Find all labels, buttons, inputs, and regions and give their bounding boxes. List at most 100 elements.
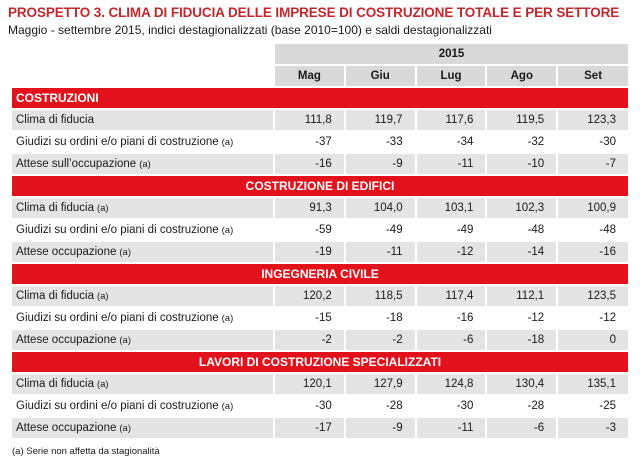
month-header: Lug xyxy=(414,64,487,87)
month-header: Giu xyxy=(343,64,416,87)
value-cell: -16 xyxy=(273,152,345,175)
value-cell: -9 xyxy=(343,152,416,175)
month-header: Ago xyxy=(485,64,558,87)
section-header-row: COSTRUZIONE DI EDIFICI xyxy=(12,174,629,197)
section-title: INGEGNERIA CIVILE xyxy=(12,262,629,285)
table-row: Giudizi su ordini e/o piani di costruzio… xyxy=(12,394,629,418)
value-cell: 123,3 xyxy=(556,108,629,131)
header-blank xyxy=(12,44,274,65)
row-label: Clima di fiducia xyxy=(16,202,94,214)
value-cell: -6 xyxy=(414,328,487,351)
row-note: (a) xyxy=(221,401,234,412)
table-row: Clima di fiducia 111,8 119,7 117,6 119,5 123,… xyxy=(12,108,629,131)
value-cell: -48 xyxy=(556,218,629,242)
row-note: (a) xyxy=(96,379,109,390)
row-label-cell: Clima di fiducia (a) xyxy=(12,284,274,307)
row-label: Attese occupazione xyxy=(16,422,117,434)
row-label-cell: Attese occupazione (a) xyxy=(12,240,274,263)
row-label: Clima di fiducia xyxy=(16,290,94,302)
value-cell: 119,7 xyxy=(343,108,416,131)
value-cell: 117,4 xyxy=(414,284,487,307)
value-cell: 119,5 xyxy=(485,108,558,131)
value-cell: 104,0 xyxy=(343,196,416,219)
value-cell: -12 xyxy=(556,306,629,330)
value-cell: 102,3 xyxy=(485,196,558,219)
table-row: Giudizi su ordini e/o piani di costruzio… xyxy=(12,218,629,242)
row-note: (a) xyxy=(96,291,109,302)
value-cell: -28 xyxy=(485,394,558,418)
value-cell: -19 xyxy=(273,240,345,263)
value-cell: -11 xyxy=(414,152,487,175)
row-label: Giudizi su ordini e/o piani di costruzio… xyxy=(16,136,219,148)
value-cell: -49 xyxy=(343,218,416,242)
section-title: COSTRUZIONE DI EDIFICI xyxy=(12,174,629,197)
section-header-row: INGEGNERIA CIVILE xyxy=(12,262,629,285)
value-cell: -48 xyxy=(485,218,558,242)
table-row: Attese occupazione (a) -17 -9 -11 -6 -3 xyxy=(12,416,629,438)
row-note: (a) xyxy=(96,203,109,214)
value-cell: -9 xyxy=(343,416,416,438)
row-label: Attese occupazione xyxy=(16,246,117,258)
row-label-cell: Giudizi su ordini e/o piani di costruzio… xyxy=(12,218,274,242)
value-cell: -11 xyxy=(414,416,487,438)
row-label: Giudizi su ordini e/o piani di costruzio… xyxy=(16,400,219,412)
row-label: Attese occupazione xyxy=(16,334,117,346)
value-cell: -16 xyxy=(414,306,487,330)
value-cell: -25 xyxy=(556,394,629,418)
value-cell: 127,9 xyxy=(343,372,416,395)
month-header: Mag xyxy=(273,64,345,87)
value-cell: 118,5 xyxy=(343,284,416,307)
row-note: (a) xyxy=(119,247,131,258)
row-label: Giudizi su ordini e/o piani di costruzio… xyxy=(16,312,219,324)
row-label-cell: Clima di fiducia xyxy=(12,108,274,131)
value-cell: -18 xyxy=(485,328,558,351)
row-label-cell: Giudizi su ordini e/o piani di costruzio… xyxy=(12,394,274,418)
year-header: 2015 xyxy=(272,44,629,65)
table-row: Clima di fiducia (a) 91,3 104,0 103,1 102,3 10… xyxy=(12,196,629,219)
row-note: (a) xyxy=(139,159,151,170)
value-cell: -11 xyxy=(343,240,416,263)
row-label-cell: Clima di fiducia (a) xyxy=(12,196,274,219)
row-label-cell: Attese sull’occupazione (a) xyxy=(12,152,274,175)
table-row: Attese occupazione (a) -2 -2 -6 -18 0 xyxy=(12,328,629,351)
row-label: Attese sull’occupazione xyxy=(16,158,137,170)
value-cell: -34 xyxy=(414,130,487,154)
value-cell: -7 xyxy=(556,152,629,175)
footnote: (a) Serie non affetta da stagionalità xyxy=(12,446,160,457)
value-cell: 130,4 xyxy=(485,372,558,395)
section-header-row: LAVORI DI COSTRUZIONE SPECIALIZZATI xyxy=(12,350,629,373)
value-cell: 103,1 xyxy=(414,196,487,219)
row-label: Clima di fiducia xyxy=(16,378,94,390)
value-cell: -49 xyxy=(414,218,487,242)
table-row: Giudizi su ordini e/o piani di costruzio… xyxy=(12,306,629,330)
value-cell: -12 xyxy=(414,240,487,263)
confidence-table: 2015 Mag Giu Lug Ago Set COSTRUZIONI Clim… xyxy=(12,44,629,438)
value-cell: -2 xyxy=(343,328,416,351)
table-row: Attese sull’occupazione (a) -16 -9 -11 -10 -7 xyxy=(12,152,629,175)
table-title: PROSPETTO 3. CLIMA DI FIDUCIA DELLE IMPR… xyxy=(8,5,620,20)
row-note: (a) xyxy=(119,335,131,346)
value-cell: -17 xyxy=(273,416,345,438)
value-cell: -33 xyxy=(343,130,416,154)
value-cell: 120,2 xyxy=(273,284,345,307)
row-label-cell: Attese occupazione (a) xyxy=(12,416,274,438)
table-subtitle: Maggio - settembre 2015, indici destagio… xyxy=(8,23,492,37)
value-cell: -3 xyxy=(556,416,629,438)
value-cell: -2 xyxy=(273,328,345,351)
value-cell: 124,8 xyxy=(414,372,487,395)
value-cell: -59 xyxy=(273,218,345,242)
row-label: Giudizi su ordini e/o piani di costruzio… xyxy=(16,224,219,236)
section-title: COSTRUZIONI xyxy=(12,86,629,109)
value-cell: -14 xyxy=(485,240,558,263)
header-blank xyxy=(12,65,274,87)
row-note: (a) xyxy=(119,423,131,434)
value-cell: -28 xyxy=(343,394,416,418)
row-label: Clima di fiducia xyxy=(16,114,94,126)
row-note: (a) xyxy=(221,137,234,148)
row-note: (a) xyxy=(221,225,234,236)
row-label-cell: Clima di fiducia (a) xyxy=(12,372,274,395)
value-cell: 100,9 xyxy=(556,196,629,219)
month-header-row: Mag Giu Lug Ago Set xyxy=(12,64,629,87)
value-cell: 135,1 xyxy=(556,372,629,395)
value-cell: -30 xyxy=(556,130,629,154)
